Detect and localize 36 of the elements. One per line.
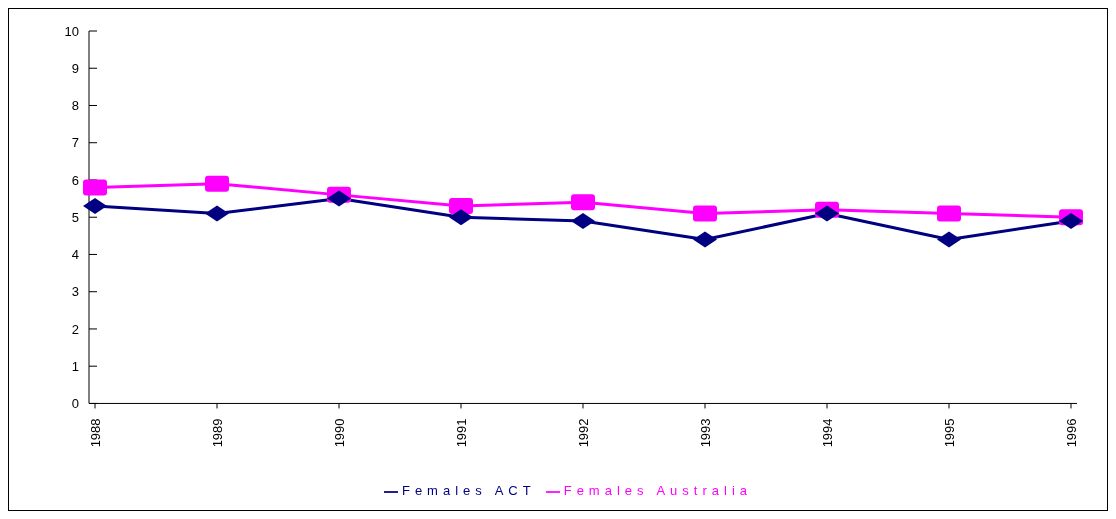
x-tick-label: 1993 [697, 418, 713, 448]
point [815, 205, 839, 222]
point [693, 231, 717, 248]
y-tick-label: 5 [71, 209, 79, 225]
x-tick-label: 1995 [941, 418, 957, 448]
x-tick-label: 1989 [209, 418, 225, 448]
y-tick-label: 7 [71, 135, 79, 151]
y-tick-label: 4 [71, 247, 79, 263]
y-tick-label: 2 [71, 321, 79, 337]
x-tick-label: 1996 [1063, 418, 1079, 448]
point [205, 175, 229, 192]
y-tick-label: 10 [64, 23, 79, 39]
point [693, 205, 717, 222]
x-tick-label: 1994 [819, 418, 835, 448]
y-tick-label: 1 [71, 358, 79, 374]
point [83, 179, 107, 196]
point [937, 231, 961, 248]
x-tick-label: 1988 [87, 418, 103, 448]
y-tick-label: 9 [71, 60, 79, 76]
point [449, 198, 473, 215]
point [571, 194, 595, 211]
y-tick-label: 3 [71, 284, 79, 300]
point [571, 212, 595, 229]
point [449, 209, 473, 226]
y-tick-label: 6 [71, 172, 79, 188]
x-tick-label: 1992 [575, 418, 591, 448]
legend-label: Females Australia [563, 483, 753, 499]
y-tick-label: 0 [71, 396, 79, 412]
point [205, 205, 229, 222]
point [327, 190, 351, 207]
point [83, 198, 107, 215]
x-tick-label: 1991 [453, 418, 469, 448]
legend-label: Females ACT [401, 483, 536, 499]
y-tick-label: 8 [71, 98, 79, 114]
point [937, 205, 961, 222]
x-tick-label: 1990 [331, 418, 347, 448]
